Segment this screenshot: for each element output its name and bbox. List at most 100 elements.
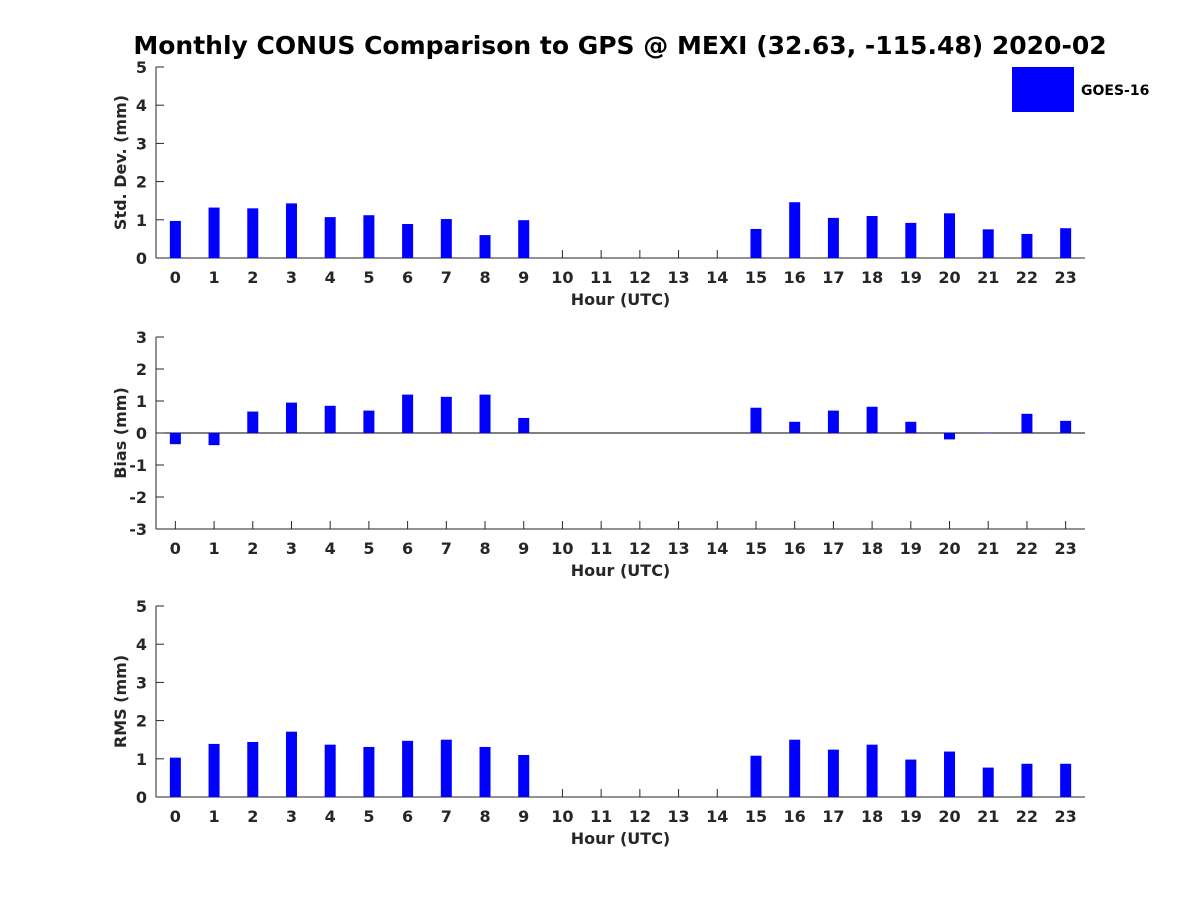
- x-tick-label: 21: [977, 807, 999, 826]
- bar-bias-hour-19: [905, 421, 917, 433]
- bar-rms-hour-8: [479, 746, 491, 797]
- bar-rms-hour-4: [324, 744, 336, 797]
- x-tick-label: 9: [518, 807, 529, 826]
- bar-stddev-hour-16: [789, 202, 801, 258]
- bar-bias-hour-1: [208, 433, 220, 446]
- x-tick-label: 3: [286, 539, 297, 558]
- x-tick-label: 6: [402, 268, 413, 287]
- x-tick-label: 21: [977, 539, 999, 558]
- bar-stddev-hour-4: [324, 217, 336, 258]
- bar-rms-hour-0: [169, 757, 181, 797]
- x-tick-label: 19: [900, 539, 922, 558]
- x-tick-label: 0: [170, 807, 181, 826]
- bar-rms-hour-7: [440, 739, 452, 797]
- x-tick-label: 15: [745, 268, 767, 287]
- x-tick-label: 15: [745, 539, 767, 558]
- x-tick-label: 6: [402, 539, 413, 558]
- x-tick-label: 13: [667, 807, 689, 826]
- bar-stddev-hour-5: [363, 215, 375, 258]
- bar-bias-hour-7: [440, 396, 452, 433]
- x-tick-label: 5: [363, 268, 374, 287]
- x-tick-label: 19: [900, 268, 922, 287]
- y-tick-label: 0: [136, 788, 147, 807]
- x-tick-label: 1: [208, 268, 219, 287]
- bar-bias-hour-9: [518, 417, 530, 433]
- bar-rms-hour-3: [285, 731, 297, 797]
- x-tick-label: 15: [745, 807, 767, 826]
- x-tick-label: 4: [325, 807, 336, 826]
- x-tick-label: 8: [479, 268, 490, 287]
- bar-bias-hour-3: [285, 402, 297, 433]
- x-tick-label: 3: [286, 268, 297, 287]
- x-tick-label: 23: [1055, 268, 1077, 287]
- x-tick-label: 8: [479, 807, 490, 826]
- bar-stddev-hour-17: [827, 217, 839, 258]
- x-tick-label: 11: [590, 268, 612, 287]
- x-tick-label: 22: [1016, 539, 1038, 558]
- y-tick-label: 2: [136, 712, 147, 731]
- y-tick-label: 0: [136, 249, 147, 268]
- y-tick-label: -3: [129, 520, 147, 539]
- x-tick-label: 22: [1016, 268, 1038, 287]
- x-tick-label: 0: [170, 539, 181, 558]
- bar-rms-hour-19: [905, 759, 917, 797]
- y-tick-label: 5: [136, 597, 147, 616]
- x-tick-label: 5: [363, 539, 374, 558]
- x-tick-label: 5: [363, 807, 374, 826]
- bar-stddev-hour-19: [905, 222, 917, 258]
- x-axis-label: Hour (UTC): [571, 290, 671, 309]
- bar-rms-hour-17: [827, 749, 839, 797]
- x-tick-label: 20: [938, 268, 960, 287]
- y-tick-label: -2: [129, 488, 147, 507]
- x-tick-label: 0: [170, 268, 181, 287]
- x-tick-label: 10: [551, 807, 573, 826]
- x-tick-label: 19: [900, 807, 922, 826]
- legend: GOES-16: [1012, 67, 1149, 112]
- x-axis-label: Hour (UTC): [571, 561, 671, 580]
- bar-stddev-hour-6: [402, 224, 414, 258]
- y-tick-label: -1: [129, 456, 147, 475]
- bar-rms-hour-2: [247, 741, 259, 797]
- x-tick-label: 2: [247, 539, 258, 558]
- x-tick-label: 22: [1016, 807, 1038, 826]
- bar-stddev-hour-3: [285, 203, 297, 258]
- bar-bias-hour-21: [982, 433, 994, 434]
- y-tick-label: 3: [136, 673, 147, 692]
- bar-stddev-hour-8: [479, 235, 491, 258]
- bar-bias-hour-4: [324, 405, 336, 433]
- bar-bias-hour-16: [789, 421, 801, 433]
- x-tick-label: 1: [208, 539, 219, 558]
- y-tick-label: 2: [136, 173, 147, 192]
- legend-label-goes-16: GOES-16: [1081, 83, 1149, 99]
- x-tick-label: 18: [861, 807, 883, 826]
- bar-bias-hour-2: [247, 411, 259, 433]
- y-axis-label: RMS (mm): [111, 655, 130, 748]
- y-tick-label: 4: [136, 96, 147, 115]
- bar-stddev-hour-21: [982, 229, 994, 258]
- y-tick-label: 5: [136, 58, 147, 77]
- x-tick-label: 20: [938, 539, 960, 558]
- legend-swatch-goes-16: [1012, 67, 1074, 112]
- bar-rms-hour-16: [789, 739, 801, 797]
- x-tick-label: 2: [247, 268, 258, 287]
- x-tick-label: 9: [518, 268, 529, 287]
- bar-stddev-hour-1: [208, 207, 220, 258]
- x-tick-label: 12: [629, 539, 651, 558]
- bar-bias-hour-23: [1060, 420, 1072, 433]
- x-tick-label: 18: [861, 268, 883, 287]
- bar-stddev-hour-9: [518, 220, 530, 258]
- x-tick-label: 20: [938, 807, 960, 826]
- x-tick-label: 16: [784, 539, 806, 558]
- bar-stddev-hour-0: [169, 220, 181, 258]
- x-tick-label: 7: [441, 807, 452, 826]
- x-tick-label: 11: [590, 807, 612, 826]
- bar-rms-hour-6: [402, 740, 414, 797]
- bar-rms-hour-22: [1021, 763, 1033, 797]
- bar-rms-hour-1: [208, 743, 220, 797]
- bar-stddev-hour-18: [866, 215, 878, 258]
- bar-stddev-hour-7: [440, 219, 452, 258]
